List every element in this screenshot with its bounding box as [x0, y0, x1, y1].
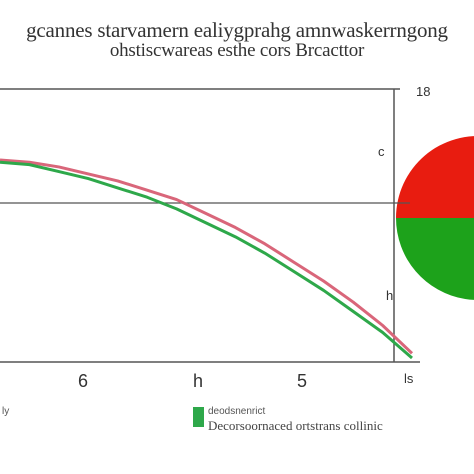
- legend-small-text: deodsnenrict: [208, 406, 265, 417]
- pie-slice-0: [396, 136, 474, 218]
- x-tick-label: 6: [78, 371, 88, 391]
- pie-chart: [396, 136, 474, 300]
- pie-slice-1: [396, 218, 474, 300]
- corner-label: ly: [2, 406, 9, 417]
- right-tick-label: 18: [416, 84, 430, 99]
- x-tick-label: ls: [404, 371, 414, 386]
- series-line-0: [0, 158, 414, 355]
- legend-text: Decorsoornaced ortstrans collinic: [208, 418, 383, 433]
- legend-swatch: [193, 407, 204, 427]
- chart-subtitle: ohstiscwareas esthe cors Brcacttor: [109, 40, 365, 61]
- x-tick-label: h: [193, 371, 203, 391]
- series-line-1: [0, 160, 413, 360]
- right-tick-label: h: [386, 288, 393, 303]
- chart-title: gcannes starvamern ealiygprahg amnwasker…: [26, 18, 448, 42]
- line-series-group: [0, 158, 414, 360]
- right-tick-label: c: [378, 144, 385, 159]
- x-tick-label: 5: [297, 371, 307, 391]
